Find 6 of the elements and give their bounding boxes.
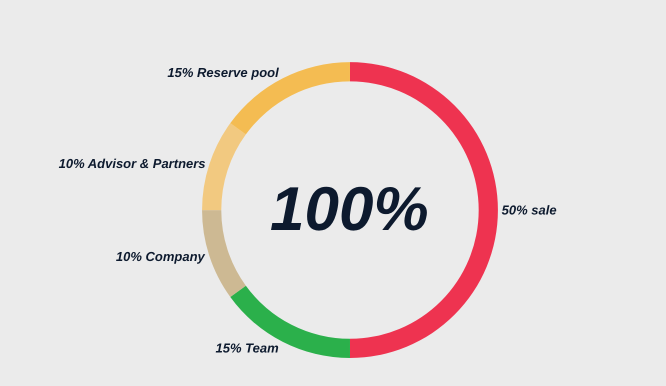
- slice-label: 15% Team: [216, 340, 280, 356]
- slice-label: 10% Advisor & Partners: [58, 156, 206, 172]
- slice-label: 15% Reserve pool: [167, 64, 280, 80]
- slice-label: 50% sale: [502, 202, 557, 218]
- slice-label: 10% Company: [116, 249, 206, 264]
- text: 100%: [270, 175, 429, 244]
